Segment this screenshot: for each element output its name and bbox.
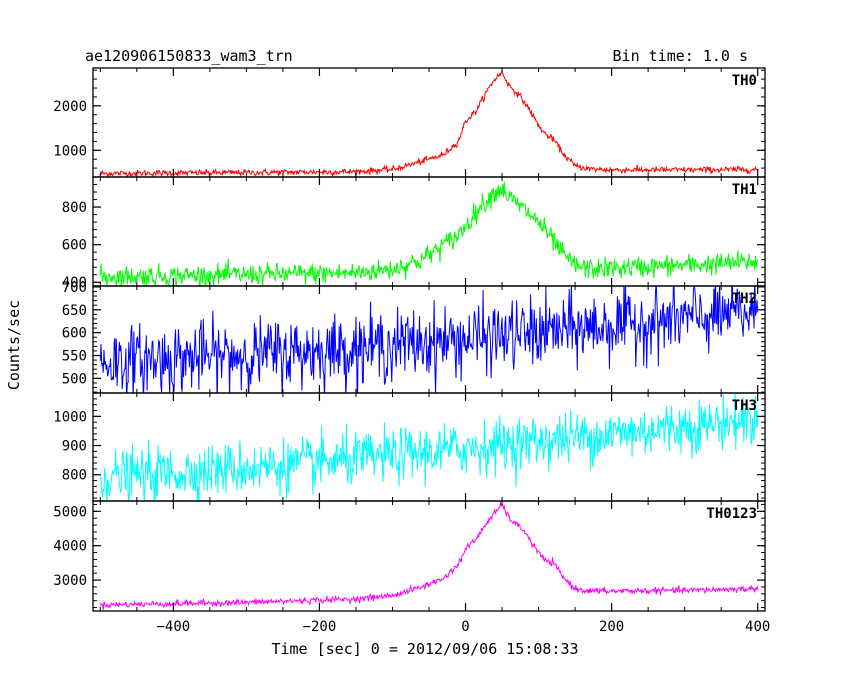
panel-frame [92,67,766,178]
y-tick-label: 550 [62,349,87,365]
x-tick-label: 200 [599,619,624,635]
series-line-th3 [99,393,759,501]
y-tick-label: 3000 [53,573,87,589]
y-tick-label: 5000 [53,504,87,520]
panel-th1: 400 600 800 TH1 [62,176,766,291]
panel-th2: 500 550 600 650 700 TH2 [62,280,766,394]
x-tick-label: −200 [303,619,337,635]
y-tick-label: 400 [62,275,87,291]
y-tick-label: 700 [62,280,87,296]
x-tick-label: −400 [156,619,190,635]
y-tick-label: 650 [62,303,87,319]
x-tick-label: 400 [745,619,770,635]
panel-th0: 1000 2000 TH0 [53,67,766,178]
y-tick-label: 800 [62,200,87,216]
x-axis-label: Time [sec] 0 = 2012/09/06 15:08:33 [271,640,578,658]
y-tick-label: 900 [62,439,87,455]
y-tick-label: 600 [62,238,87,254]
y-tick-label: 500 [62,371,87,387]
y-tick-label: 600 [62,326,87,342]
panel-frame [92,500,766,612]
series-line-th0123 [99,502,759,611]
panel-label-th3: TH3 [732,398,757,414]
y-axis-label: Counts/sec [5,300,23,390]
panel-th0123: 3000 4000 5000 TH0123 [53,500,766,612]
panels-layer: 10002000TH0400600800TH1500550600650700TH… [53,67,770,635]
bin-time-label: Bin time: 1.0 s [613,47,748,65]
panel-label-th2: TH2 [732,291,757,307]
y-tick-label: 800 [62,468,87,484]
panel-label-th1: TH1 [732,182,757,198]
y-tick-label: 1000 [53,143,87,159]
y-tick-label: 4000 [53,539,87,555]
panel-label-th0123: TH0123 [706,506,757,522]
chart-title: ae120906150833_wam3_trn [85,47,293,65]
series-line-th1 [99,181,759,286]
y-tick-label: 1000 [53,409,87,425]
panel-th3: 800 900 1000 TH3 [53,392,766,502]
x-tick-label: 0 [461,619,469,635]
series-line-th0 [99,69,758,177]
series-line-th2 [99,286,759,393]
y-tick-label: 2000 [53,99,87,115]
panel-label-th0: TH0 [732,73,757,89]
